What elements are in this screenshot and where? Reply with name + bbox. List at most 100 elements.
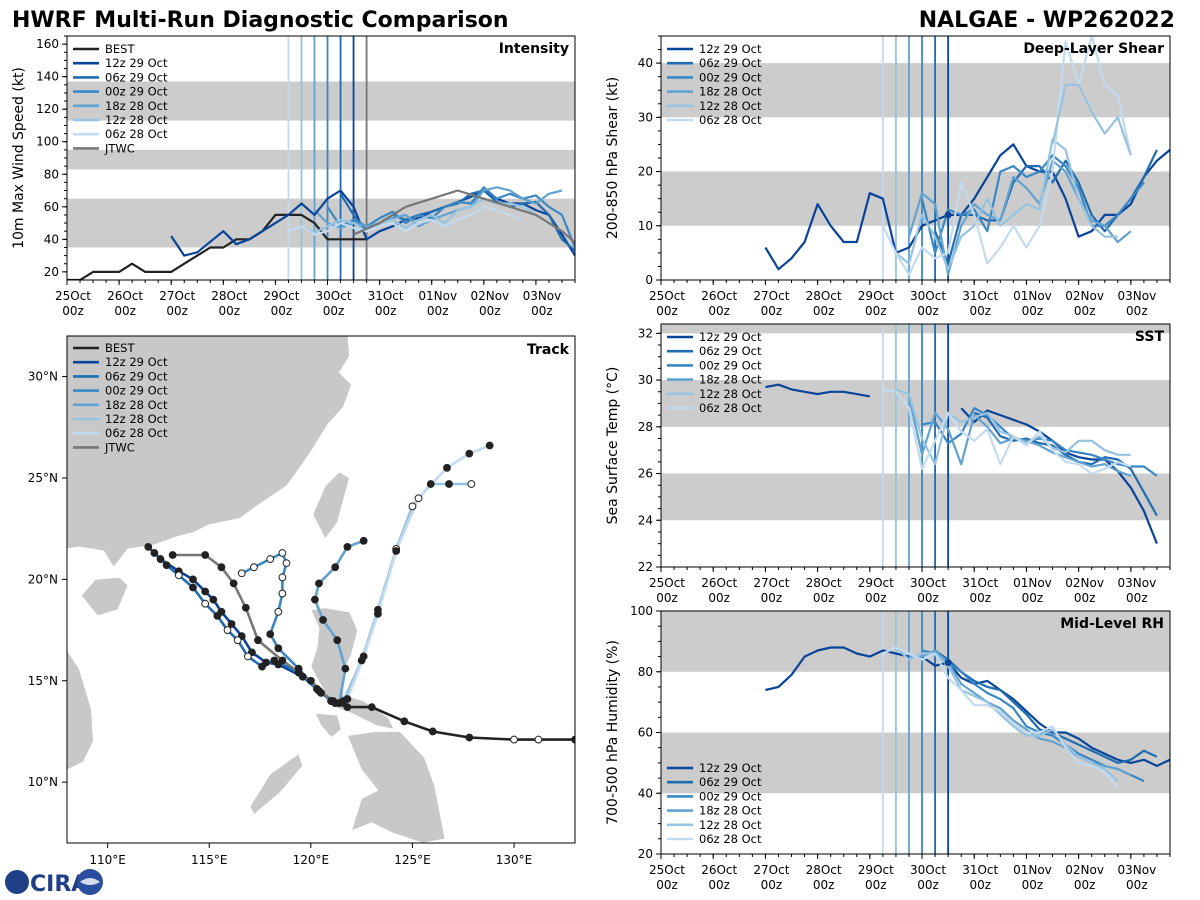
shear-panel: 01020304025Oct00z26Oct00z27Oct00z28Oct00…: [605, 35, 1171, 318]
sst-frame: [660, 323, 1171, 568]
track-point: [189, 583, 197, 592]
intensity-series-line: [288, 205, 524, 236]
rh-legend-label: 12z 29 Oct: [699, 761, 762, 775]
rh-xtick-sublabel: 00z: [1022, 878, 1044, 892]
track-point: [274, 607, 283, 616]
sst-xtick-label: 01Nov: [1013, 576, 1052, 590]
rh-xtick-label: 28Oct: [806, 863, 842, 877]
intensity-xtick-label: 27Oct: [159, 289, 195, 303]
shear-legend-label: 12z 29 Oct: [699, 42, 762, 56]
intensity-xtick-sublabel: 00z: [375, 304, 397, 318]
sst-xtick-label: 25Oct: [649, 576, 685, 590]
sst-xtick-label: 28Oct: [806, 576, 842, 590]
rh-panel: 2040608010025Oct00z26Oct00z27Oct00z28Oct…: [605, 604, 1171, 892]
intensity-xtick-label: 02Nov: [470, 289, 509, 303]
shear-legend-label: 00z 29 Oct: [699, 70, 762, 84]
track-point: [278, 549, 287, 557]
intensity-band: [67, 149, 575, 170]
visayas-mindanao: [346, 731, 446, 843]
intensity-series-line: [170, 189, 355, 257]
intensity-plot-area: [67, 36, 575, 280]
intensity-ytick-label: 40: [44, 232, 59, 246]
track-point: [319, 616, 327, 624]
sst-xtick-sublabel: 00z: [1022, 591, 1044, 605]
rh-xtick-label: 01Nov: [1013, 863, 1052, 877]
intensity-legend-label: 12z 29 Oct: [105, 56, 168, 70]
rh-xtick-sublabel: 00z: [1126, 878, 1148, 892]
track-point: [408, 502, 417, 511]
shear-xtick-sublabel: 00z: [865, 304, 887, 318]
hainan-island: [80, 576, 129, 617]
shear-series-line: [1051, 83, 1132, 156]
intensity-legend-label: BEST: [105, 42, 135, 56]
track-legend-label: JTWC: [104, 440, 135, 454]
track-ytick-label: 15°N: [28, 674, 58, 688]
shear-series-line: [764, 143, 1170, 271]
shear-xtick-label: 31Oct: [962, 289, 998, 303]
track-point: [250, 563, 258, 572]
intensity-xtick-sublabel: 00z: [219, 304, 241, 318]
shear-xtick-label: 30Oct: [910, 289, 946, 303]
rh-plot-area: [661, 611, 1170, 854]
track-point: [213, 611, 222, 620]
cira-logo-wave-icon: [80, 878, 100, 885]
track-point: [237, 569, 246, 578]
track-point: [223, 626, 232, 634]
shear-xtick-sublabel: 00z: [761, 304, 783, 318]
intensity-series-line: [67, 213, 367, 280]
rh-xtick-label: 29Oct: [858, 863, 894, 877]
rh-xtick-sublabel: 00z: [1074, 878, 1096, 892]
intensity-legend-label: 18z 28 Oct: [105, 99, 168, 113]
sst-series-line: [882, 388, 1132, 475]
track-point: [313, 684, 321, 693]
sst-xtick-sublabel: 00z: [813, 591, 835, 605]
track-point: [258, 662, 266, 671]
shear-series-line: [920, 154, 1145, 254]
shear-ytick-label: 40: [638, 56, 653, 70]
sst-ylabel: Sea Surface Temp (°C): [605, 367, 621, 525]
intensity-legend-label: 06z 29 Oct: [105, 70, 168, 84]
sst-legend-label: 12z 28 Oct: [699, 387, 762, 401]
track-point: [359, 536, 368, 545]
track-point: [510, 735, 518, 744]
rh-xtick-sublabel: 00z: [708, 878, 730, 892]
intensity-ytick-label: 80: [44, 167, 59, 181]
shear-xtick-sublabel: 00z: [917, 304, 939, 318]
rh-xtick-label: 31Oct: [962, 863, 998, 877]
track-point: [233, 636, 242, 645]
sst-xtick-label: 26Oct: [701, 576, 737, 590]
shear-ytick-label: 0: [645, 273, 653, 287]
track-point: [333, 636, 342, 645]
sst-xtick-sublabel: 00z: [1126, 591, 1148, 605]
intensity-xtick-sublabel: 00z: [166, 304, 188, 318]
shear-xtick-label: 27Oct: [753, 289, 789, 303]
track-point: [426, 480, 435, 488]
track-point: [465, 733, 474, 742]
sst-ytick-label: 22: [638, 560, 653, 574]
rh-series-line: [765, 646, 1170, 767]
track-ytick-label: 20°N: [28, 572, 58, 586]
rh-xtick-label: 30Oct: [910, 863, 946, 877]
track-point: [392, 547, 401, 555]
intensity-ytick-label: 140: [36, 70, 59, 84]
intensity-xtick-label: 25Oct: [55, 289, 91, 303]
track-xtick-label: 125°E: [394, 853, 431, 867]
rh-legend-label: 18z 28 Oct: [699, 804, 762, 818]
intensity-xtick-label: 30Oct: [315, 289, 351, 303]
intensity-xtick-sublabel: 00z: [62, 304, 84, 318]
intensity-panel: 2040608010012014016025Oct00z26Oct00z27Oc…: [11, 35, 576, 318]
intensity-xtick-sublabel: 00z: [479, 304, 501, 318]
track-ytick-label: 30°N: [28, 370, 58, 384]
intensity-xtick-label: 01Nov: [418, 289, 457, 303]
sst-xtick-sublabel: 00z: [969, 591, 991, 605]
track-legend-label: 00z 29 Oct: [105, 384, 168, 398]
track-point: [144, 543, 153, 551]
rh-ytick-label: 80: [638, 665, 653, 679]
track-point: [467, 480, 476, 488]
rh-band: [661, 611, 1170, 672]
track-point: [266, 555, 275, 563]
track-point: [534, 735, 543, 744]
vietnam-coast: [67, 649, 94, 843]
track-xtick-label: 115°E: [191, 853, 228, 867]
